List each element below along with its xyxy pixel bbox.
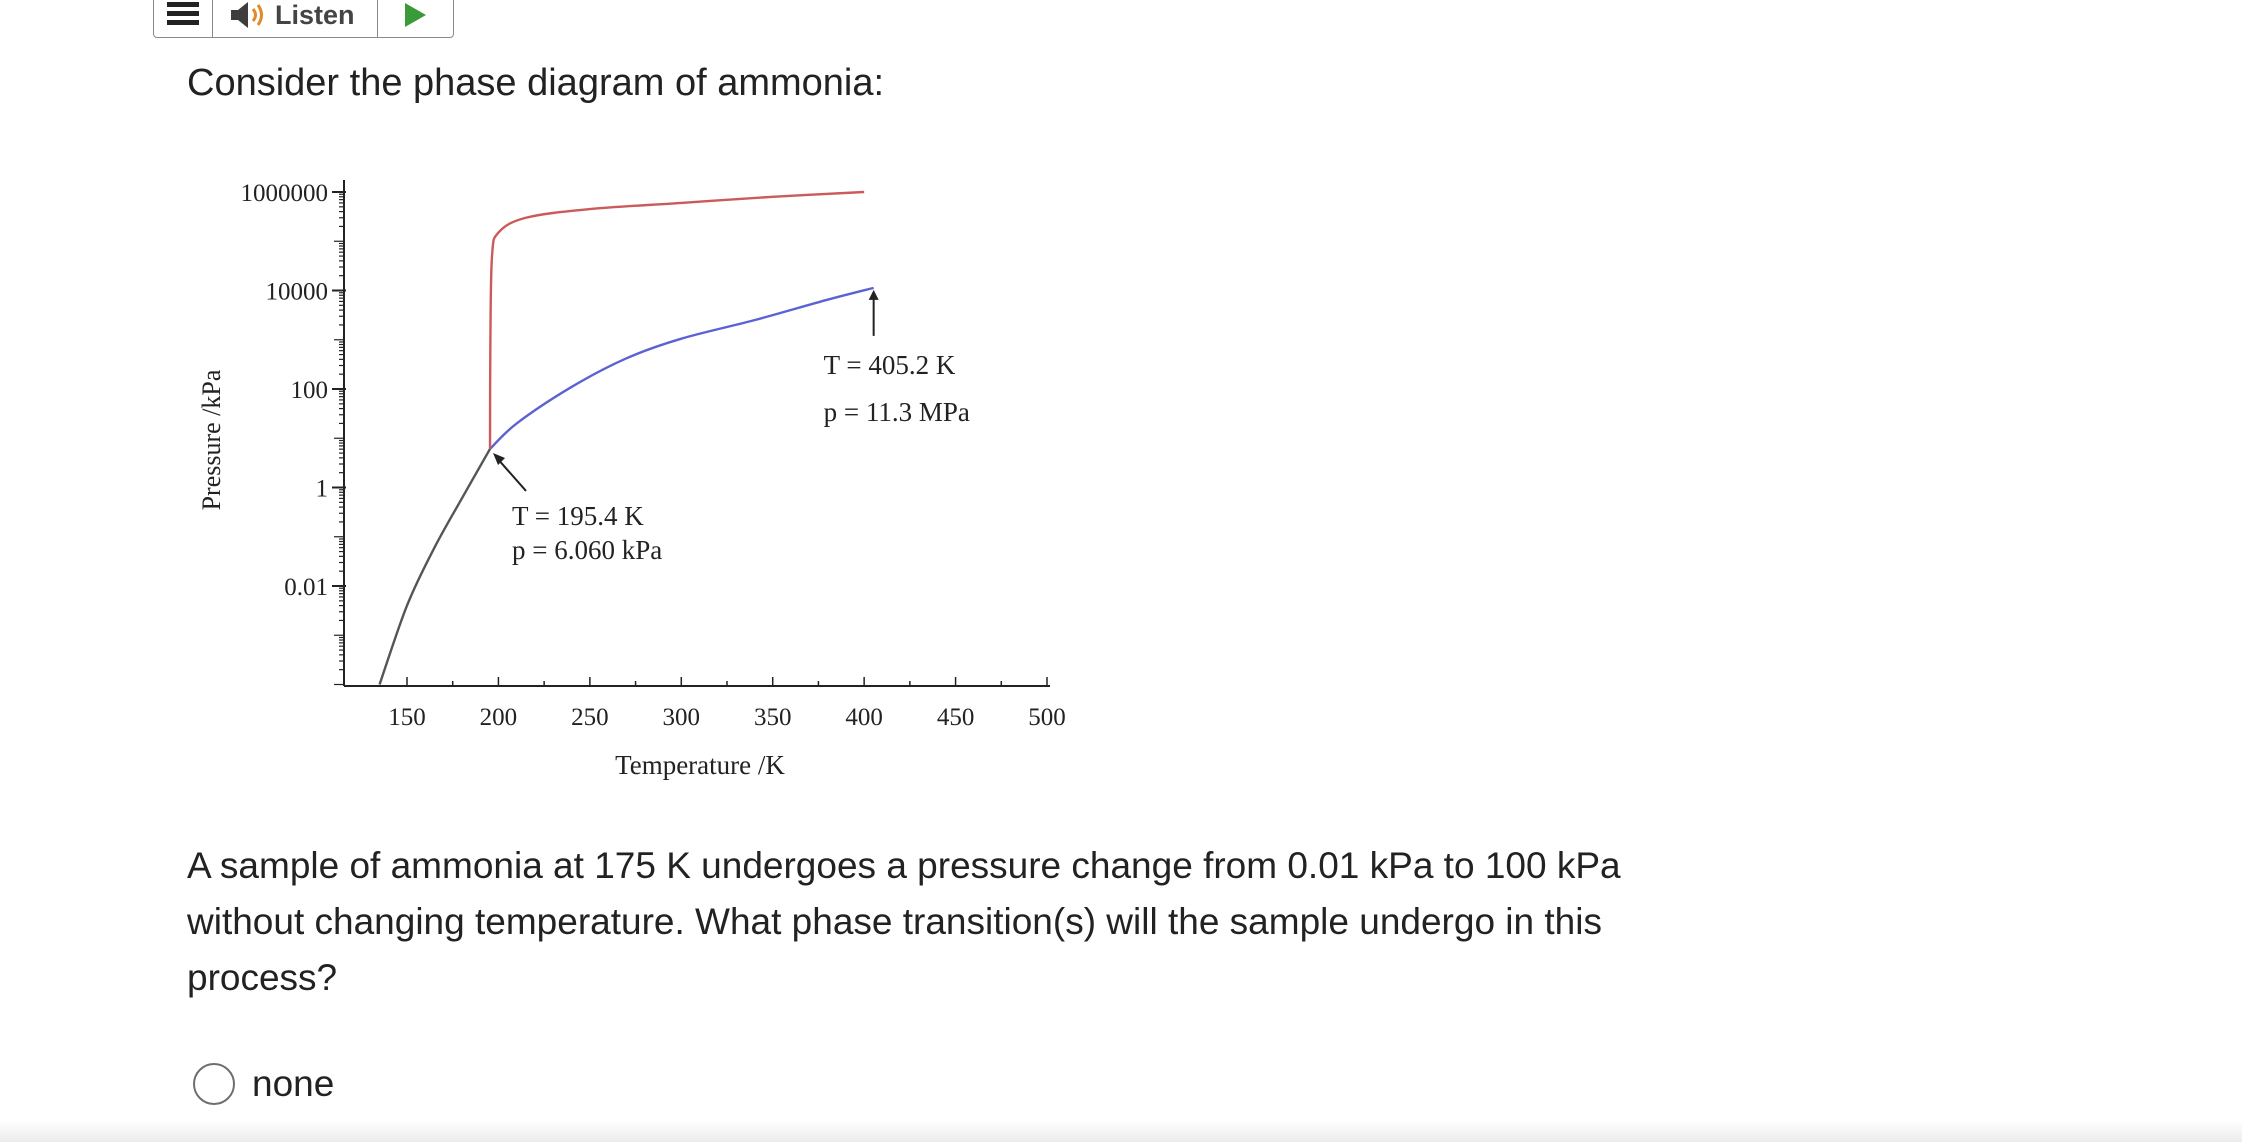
triple-point-temperature: T = 195.4 K (512, 501, 644, 531)
x-axis-label: Temperature /K (615, 750, 785, 780)
read-aloud-toolbar: Listen (153, 0, 454, 38)
x-tick-label: 250 (571, 704, 609, 731)
listen-label: Listen (275, 0, 355, 30)
x-tick-label: 150 (388, 704, 426, 731)
play-button[interactable] (378, 0, 453, 37)
y-tick-label: 100 (291, 377, 329, 404)
x-tick-label: 200 (480, 704, 518, 731)
critical-point-arrowhead (868, 289, 879, 300)
y-tick-label: 1000000 (241, 180, 329, 207)
triple-point-arrowhead (493, 452, 506, 465)
melting-curve (488, 190, 865, 449)
play-icon (405, 3, 427, 27)
answer-option-none[interactable]: none (193, 1063, 334, 1105)
x-tick-label: 300 (663, 704, 701, 731)
y-tick-label: 0.01 (284, 574, 328, 601)
question-text: A sample of ammonia at 175 K undergoes a… (187, 845, 1621, 998)
y-tick-label: 10000 (266, 279, 329, 306)
menu-button[interactable] (154, 0, 213, 37)
critical-point-temperature: T = 405.2 K (824, 350, 956, 380)
sublimation-curve (378, 448, 492, 685)
radio-button[interactable] (193, 1063, 235, 1105)
listen-button[interactable]: Listen (213, 0, 378, 37)
x-tick-label: 500 (1028, 704, 1066, 731)
phase-diagram-chart: 1000000 10000 100 1 0.01 150 200 250 300 350 400 45… (197, 180, 1066, 780)
y-tick-label: 1 (316, 476, 329, 503)
triple-point-pressure: p = 6.060 kPa (512, 535, 662, 565)
speaker-icon (231, 2, 263, 28)
y-axis-label: Pressure /kPa (197, 369, 226, 510)
x-tick-label: 350 (754, 704, 792, 731)
bottom-scroll-shadow (0, 1120, 2242, 1142)
triple-point-arrow (495, 456, 527, 492)
x-tick-label: 450 (937, 704, 975, 731)
vaporization-curve (489, 286, 874, 450)
option-label: none (252, 1063, 335, 1104)
x-tick-label: 400 (845, 704, 883, 731)
hamburger-menu-icon (167, 2, 199, 25)
critical-point-pressure: p = 11.3 MPa (824, 397, 970, 427)
question-prompt: Consider the phase diagram of ammonia: (187, 62, 885, 104)
